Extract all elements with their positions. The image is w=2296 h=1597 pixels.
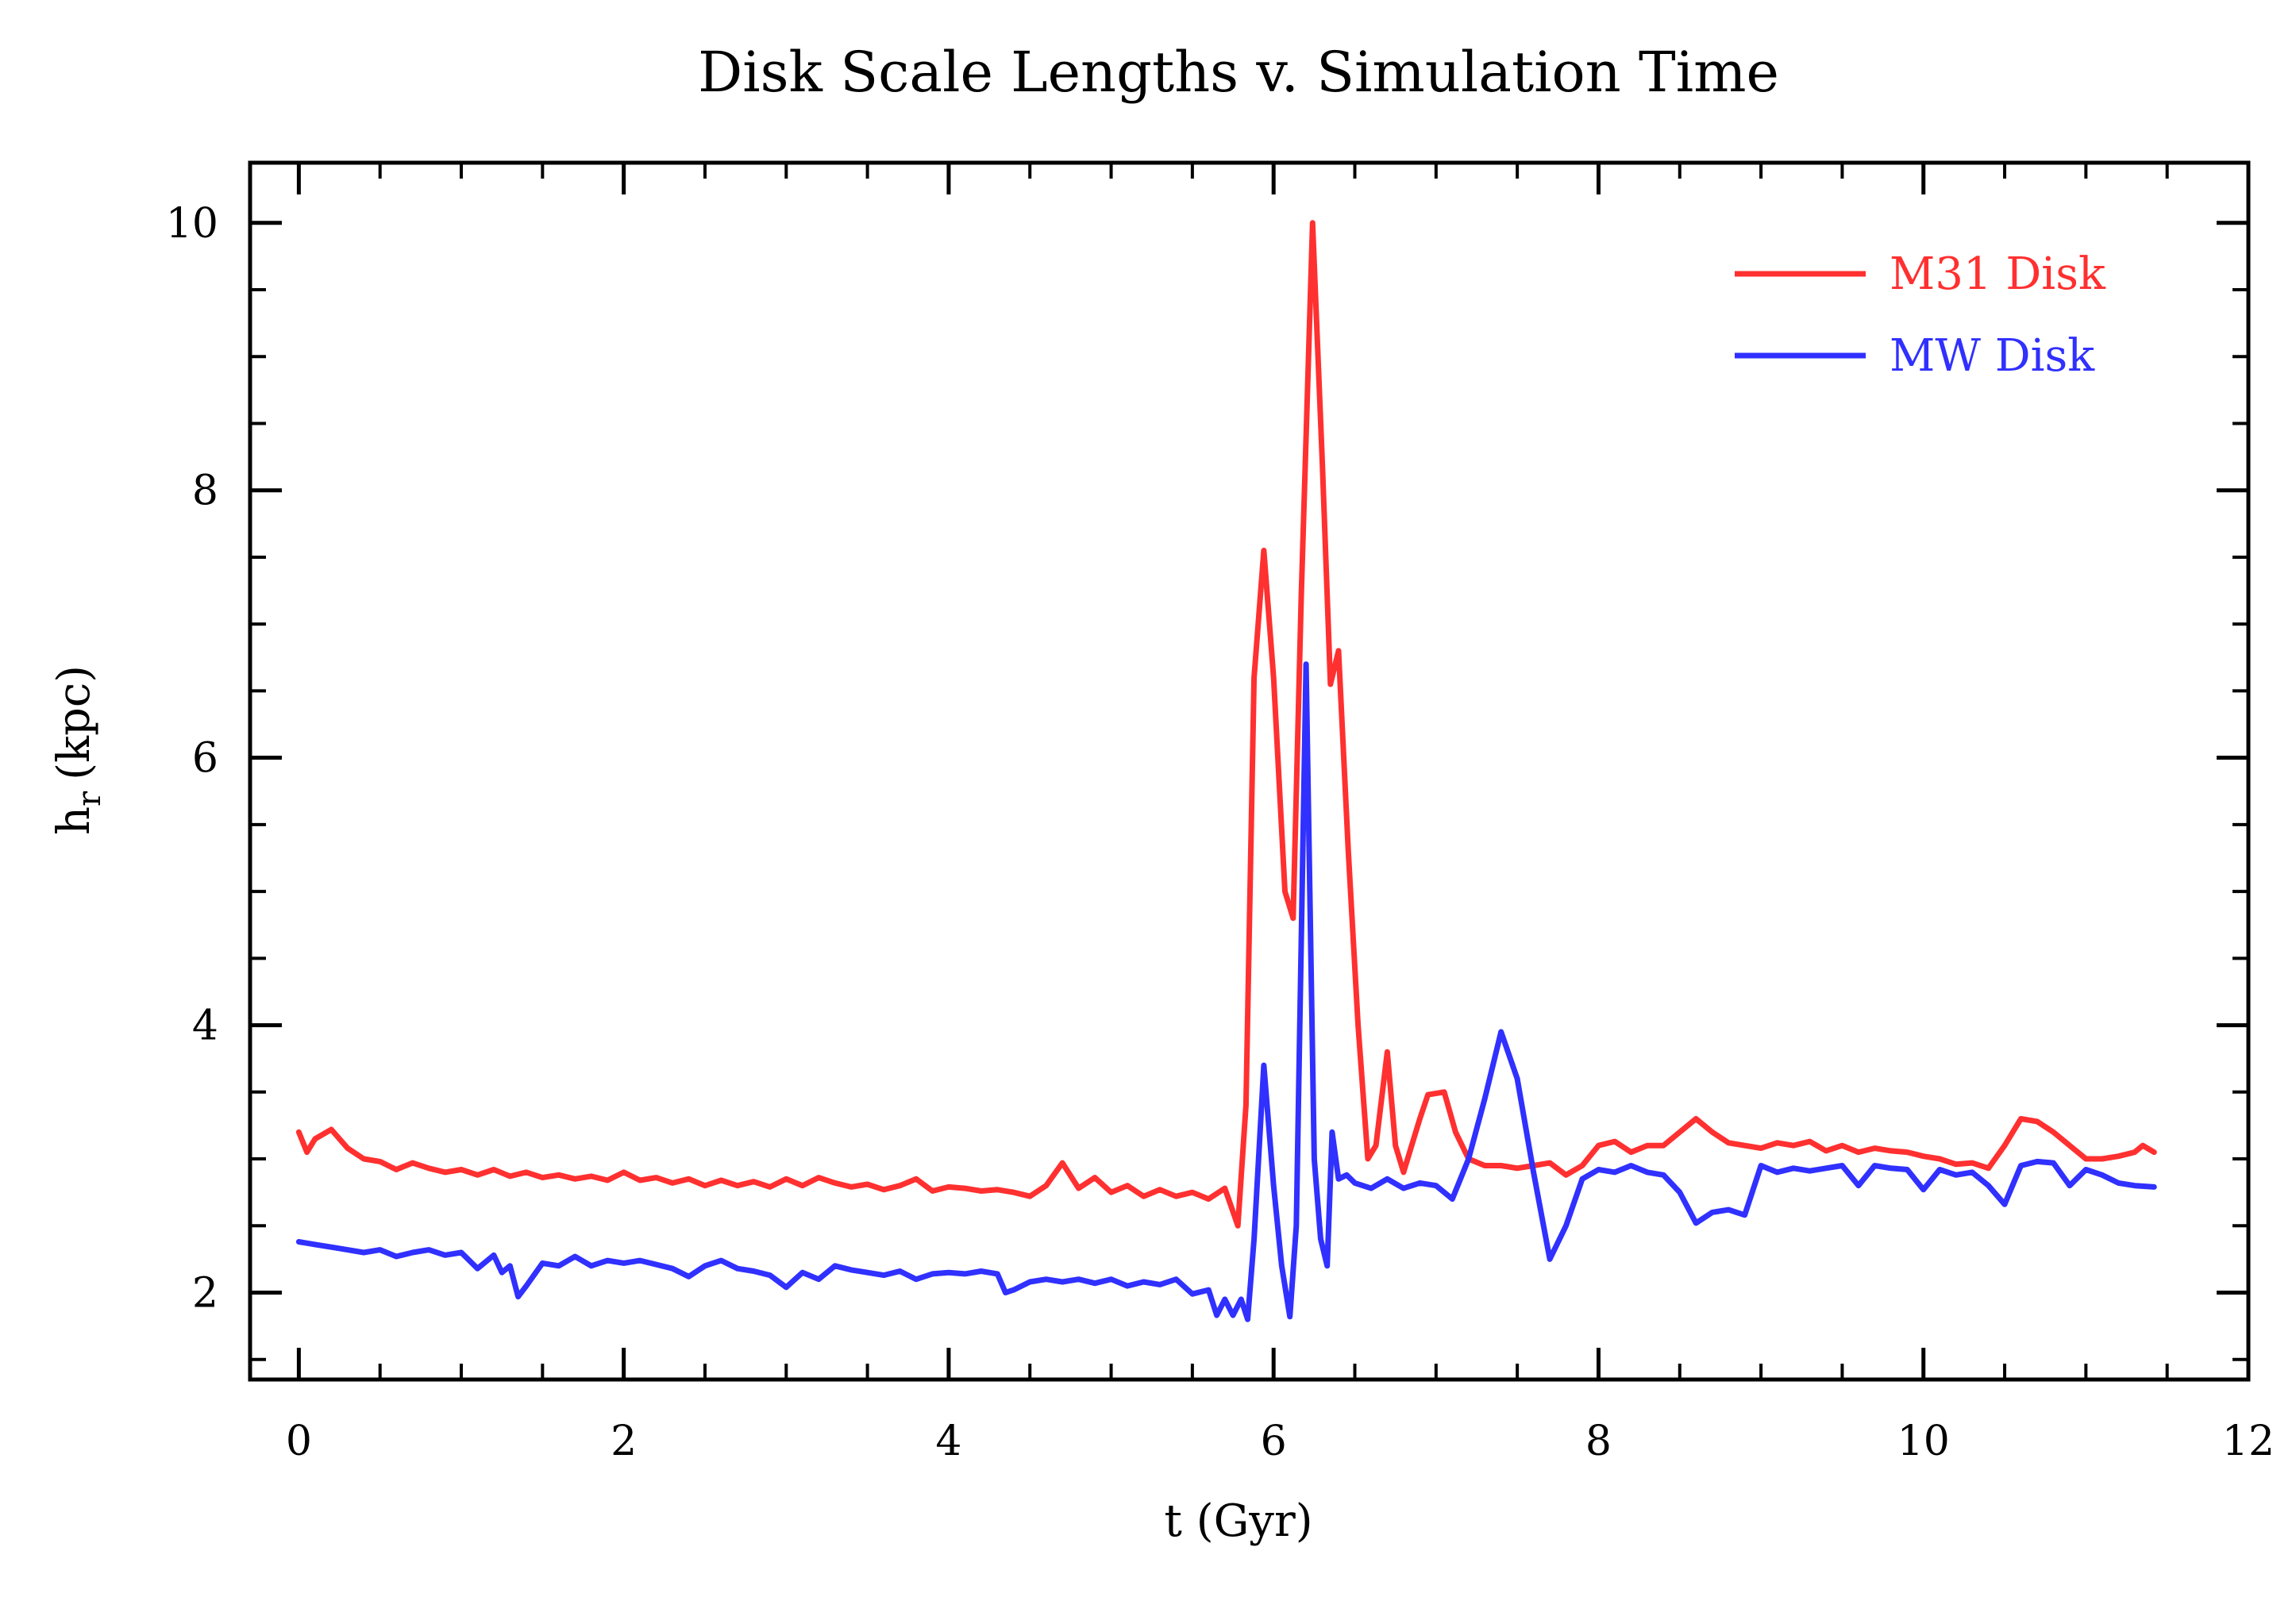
x-tick-label: 2 xyxy=(611,1418,637,1465)
y-tick-label: 10 xyxy=(166,200,218,248)
legend: M31 Disk MW Disk xyxy=(1735,248,2106,382)
x-tick-label: 6 xyxy=(1261,1418,1287,1465)
y-tick-label: 2 xyxy=(192,1270,218,1318)
series-lines xyxy=(295,220,2157,1322)
x-tick-label: 10 xyxy=(1897,1418,1950,1465)
legend-label: MW Disk xyxy=(1890,330,2095,382)
series-line-m31-disk xyxy=(295,220,2157,1229)
y-axis-label-subscript: r xyxy=(71,791,108,806)
y-tick-label: 8 xyxy=(192,468,218,515)
x-tick-label: 4 xyxy=(935,1418,961,1465)
x-tick-label: 0 xyxy=(286,1418,312,1465)
y-tick-label: 4 xyxy=(192,1002,218,1050)
x-axis-label: t (Gyr) xyxy=(1164,1495,1312,1547)
y-axis-label-unit: (kpc) xyxy=(48,665,100,780)
series-line-mw-disk xyxy=(295,661,2157,1322)
y-axis-label: hr (kpc) xyxy=(48,665,108,835)
y-axis-label-symbol: h xyxy=(48,806,100,835)
x-tick-label: 8 xyxy=(1585,1418,1612,1465)
x-tick-label: 12 xyxy=(2222,1418,2275,1465)
chart-title: Disk Scale Lengths v. Simulation Time xyxy=(698,40,1779,105)
plot-frame xyxy=(248,160,2251,1382)
y-tick-label: 6 xyxy=(192,735,218,783)
svg-text:hr(kpc): hr (kpc) xyxy=(48,665,108,835)
legend-label: M31 Disk xyxy=(1890,248,2106,300)
axis-ticks: 0 2 4 6 8 10 12 2 4 6 8 10 xyxy=(166,163,2275,1465)
